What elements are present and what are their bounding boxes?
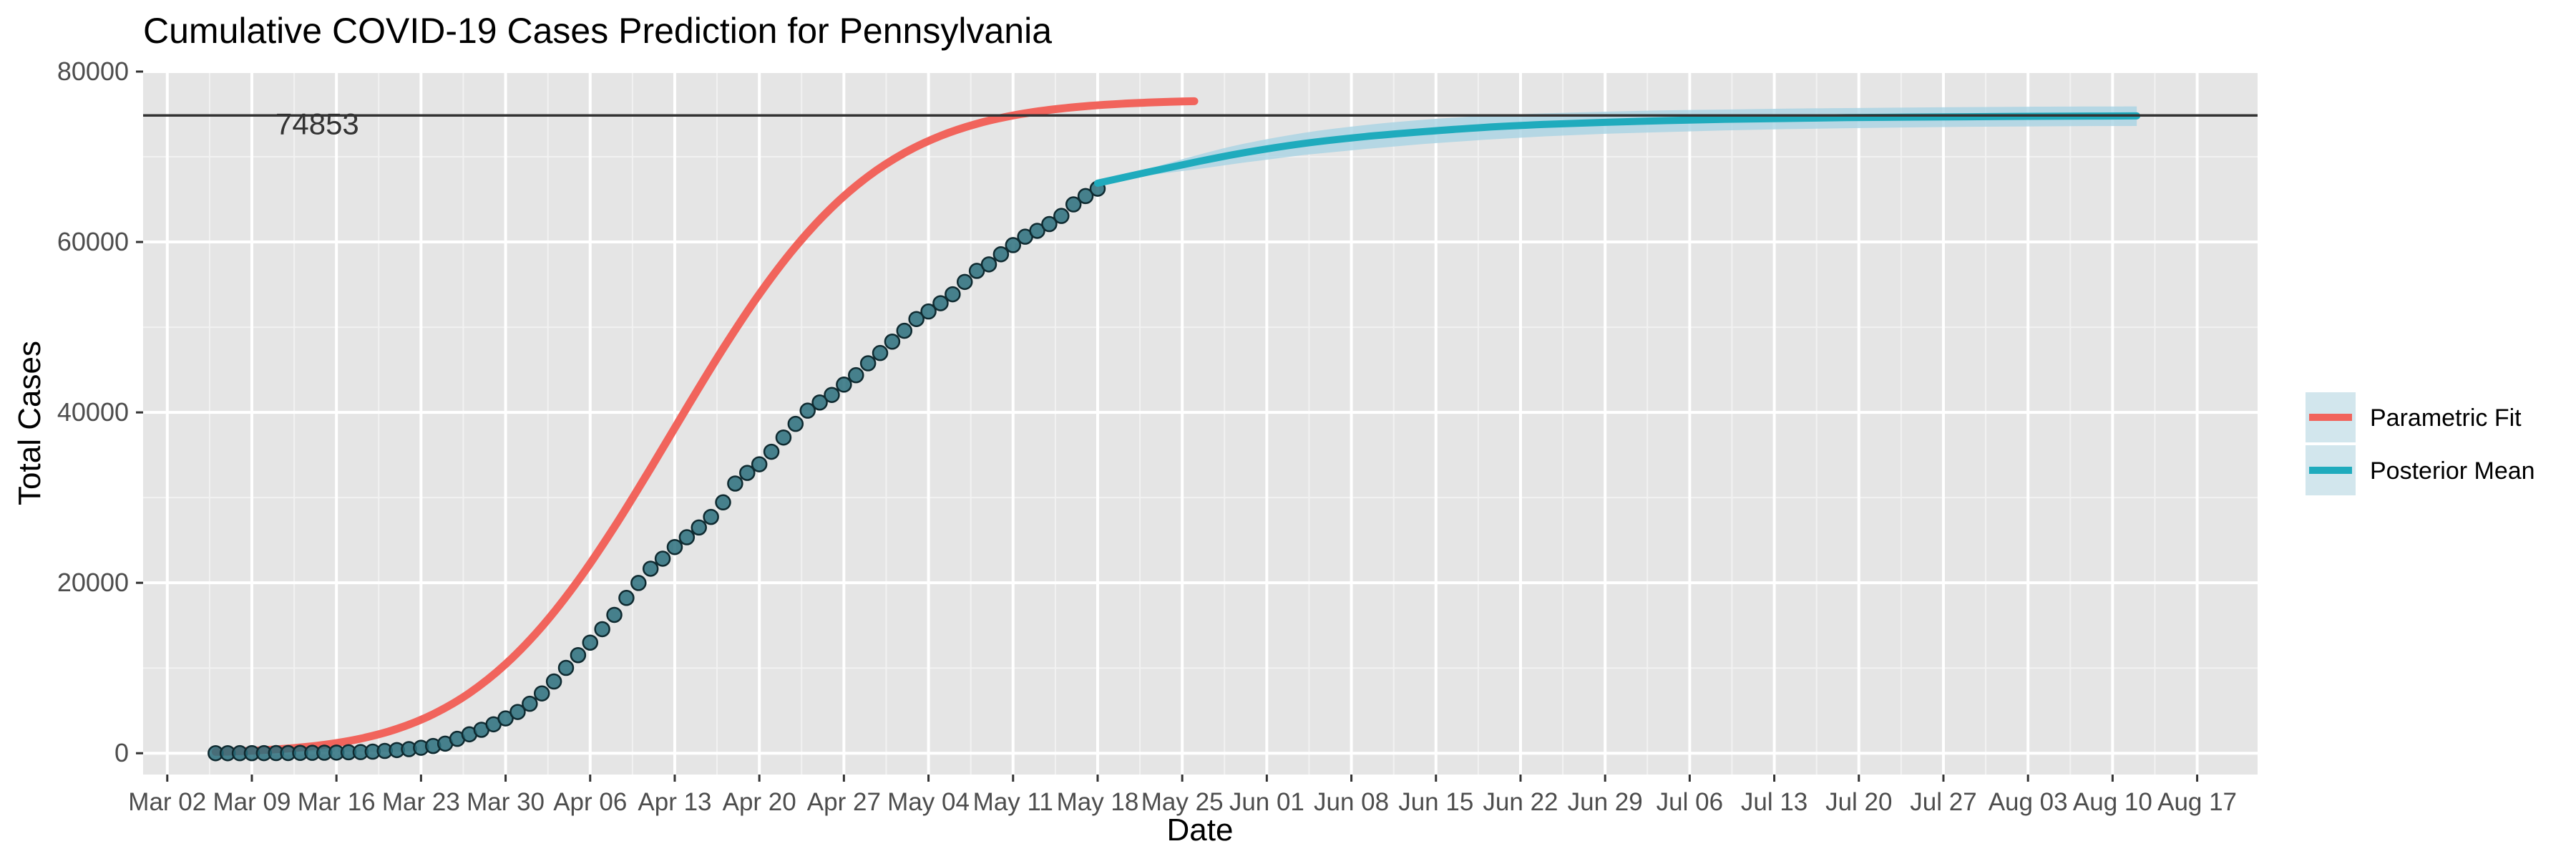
y-tick-label: 20000 <box>57 568 129 597</box>
x-tick-label: Mar 30 <box>467 788 545 816</box>
observed-point <box>1053 208 1070 224</box>
y-axis-title: Total Cases <box>12 341 47 505</box>
observed-point <box>799 402 816 419</box>
x-tick-label: Aug 10 <box>2073 788 2152 816</box>
observed-point <box>1041 215 1058 233</box>
observed-points-layer <box>208 180 1106 762</box>
x-tick-label: Jul 06 <box>1657 788 1723 816</box>
plot-panel <box>143 72 2258 775</box>
x-tick-label: Mar 23 <box>382 788 460 816</box>
reference-line-layer: 74853 <box>143 107 2258 140</box>
observed-point <box>703 508 719 525</box>
legend: Parametric Fit Posterior Mean <box>2306 392 2535 495</box>
x-tick-label: Jul 27 <box>1910 788 1976 816</box>
observed-point <box>848 367 864 384</box>
x-tick-label: Jun 01 <box>1229 788 1304 816</box>
x-tick-label: Jun 29 <box>1568 788 1643 816</box>
x-tick-label: Jun 22 <box>1483 788 1558 816</box>
grid-major <box>143 70 2258 775</box>
grid-minor <box>143 72 2258 775</box>
x-tick-label: Mar 16 <box>298 788 376 816</box>
observed-point <box>968 263 985 279</box>
observed-point <box>582 634 599 651</box>
observed-point <box>618 590 635 606</box>
observed-point <box>859 355 877 372</box>
observed-point <box>727 475 743 492</box>
observed-point <box>824 387 840 403</box>
x-axis: Mar 02 Mar 09 Mar 16 Mar 23 Mar 30 Apr 06 Apr … <box>128 775 2237 816</box>
x-tick-label: Jul 20 <box>1825 788 1892 816</box>
x-tick-label: Apr 06 <box>553 788 627 816</box>
observed-point <box>932 295 949 311</box>
observed-point <box>654 550 671 567</box>
observed-point <box>1065 196 1082 213</box>
observed-point <box>678 529 696 545</box>
observed-point <box>606 606 623 623</box>
posterior-credible-band <box>1097 106 2137 183</box>
x-tick-label: May 04 <box>887 788 970 816</box>
x-tick-label: May 25 <box>1141 788 1224 816</box>
y-axis: 0 20000 40000 60000 80000 <box>57 57 143 767</box>
observed-point <box>557 659 575 676</box>
x-tick-label: Jun 15 <box>1398 788 1473 816</box>
observed-point <box>533 685 550 702</box>
observed-point <box>836 377 852 393</box>
observed-point <box>896 322 913 339</box>
observed-point <box>497 710 514 727</box>
observed-point <box>630 575 647 591</box>
observed-point <box>920 303 937 320</box>
y-tick-label: 60000 <box>57 227 129 256</box>
x-tick-label: Mar 02 <box>128 788 206 816</box>
observed-point <box>522 695 538 712</box>
observed-point <box>739 465 756 481</box>
legend-label: Parametric Fit <box>2370 404 2522 432</box>
observed-point <box>691 519 707 536</box>
x-tick-label: Aug 03 <box>1989 788 2068 816</box>
observed-point <box>1005 237 1022 253</box>
y-tick-label: 80000 <box>57 57 129 86</box>
x-tick-label: Apr 27 <box>807 788 881 816</box>
observed-point <box>945 286 961 303</box>
posterior-mean-layer <box>1093 112 2141 187</box>
observed-point <box>908 311 924 327</box>
observed-point <box>1029 223 1045 239</box>
observed-point <box>980 256 997 273</box>
x-tick-label: Aug 17 <box>2157 788 2237 816</box>
observed-point <box>884 334 901 350</box>
observed-point <box>763 443 780 460</box>
x-tick-label: Jul 13 <box>1741 788 1807 816</box>
observed-point <box>775 429 792 446</box>
observed-point <box>787 415 804 432</box>
observed-point <box>715 494 731 511</box>
observed-point <box>751 456 768 472</box>
x-tick-label: Apr 13 <box>638 788 711 816</box>
posterior-mean-line <box>1093 112 2141 187</box>
observed-point <box>594 621 610 638</box>
chart-title: Cumulative COVID-19 Cases Prediction for… <box>143 11 1052 51</box>
legend-label: Posterior Mean <box>2370 457 2535 485</box>
y-tick-label: 0 <box>114 738 129 767</box>
x-tick-label: Apr 20 <box>723 788 796 816</box>
observed-point <box>642 560 659 577</box>
credible-band-layer <box>1097 106 2137 183</box>
x-axis-title: Date <box>1167 812 1234 848</box>
observed-point <box>992 246 1010 263</box>
observed-point <box>1077 188 1094 205</box>
x-tick-label: Mar 09 <box>213 788 291 816</box>
x-tick-label: Jun 08 <box>1314 788 1389 816</box>
observed-point <box>509 704 526 720</box>
observed-point <box>570 646 587 664</box>
observed-point <box>666 538 683 555</box>
reference-line-label: 74853 <box>275 107 359 140</box>
observed-point <box>956 273 973 291</box>
observed-point <box>811 394 828 411</box>
y-tick-label: 40000 <box>57 397 129 427</box>
x-tick-label: May 11 <box>973 788 1053 816</box>
x-tick-label: May 18 <box>1057 788 1139 816</box>
observed-point <box>545 673 562 690</box>
observed-point <box>872 344 889 361</box>
